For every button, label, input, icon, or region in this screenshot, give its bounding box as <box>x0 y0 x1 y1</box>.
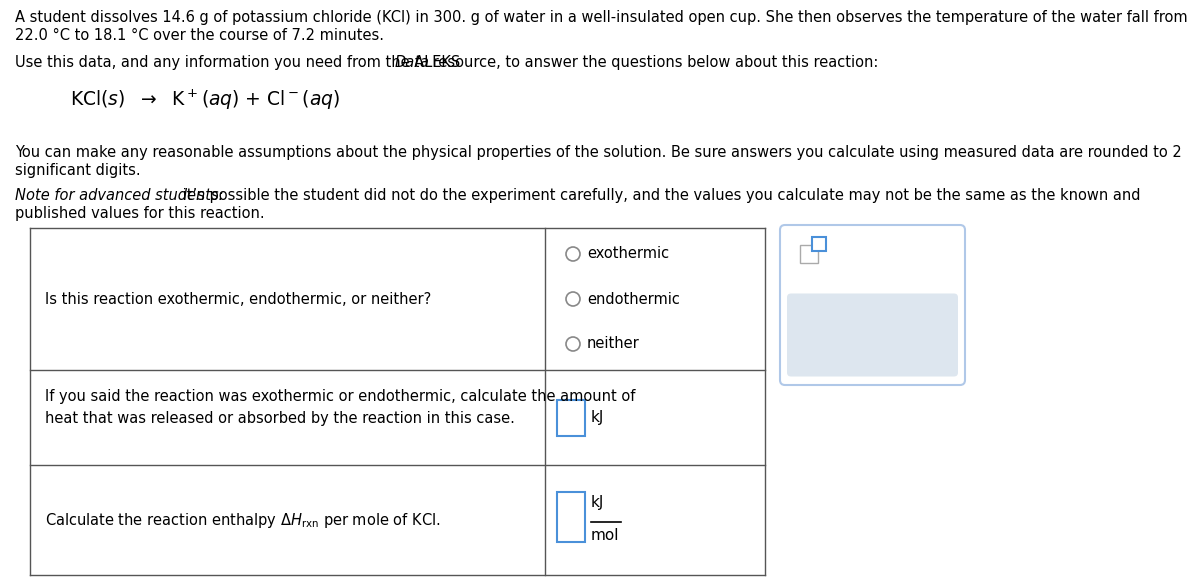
Text: x10: x10 <box>822 249 842 259</box>
Text: significant digits.: significant digits. <box>14 163 140 178</box>
Text: resource, to answer the questions below about this reaction:: resource, to answer the questions below … <box>428 55 878 70</box>
Text: it’s possible the student did not do the experiment carefully, and the values yo: it’s possible the student did not do the… <box>178 188 1140 203</box>
Text: You can make any reasonable assumptions about the physical properties of the sol: You can make any reasonable assumptions … <box>14 145 1182 160</box>
Text: Calculate the reaction enthalpy $\Delta H_\mathrm{rxn}$ per mole of KCl.: Calculate the reaction enthalpy $\Delta … <box>46 510 440 530</box>
Text: mol: mol <box>592 529 619 543</box>
Text: kJ: kJ <box>592 495 605 509</box>
FancyBboxPatch shape <box>557 400 586 435</box>
FancyBboxPatch shape <box>800 245 818 263</box>
FancyBboxPatch shape <box>812 237 826 251</box>
Text: KCl($s$)  $\rightarrow$  K$^+$($aq$) + Cl$^-$($aq$): KCl($s$) $\rightarrow$ K$^+$($aq$) + Cl$… <box>70 88 340 112</box>
Text: neither: neither <box>587 336 640 352</box>
Text: A student dissolves 14.6 g of potassium chloride (KCl) in 300. g of water in a w: A student dissolves 14.6 g of potassium … <box>14 10 1188 25</box>
Text: Data: Data <box>395 55 430 70</box>
Text: published values for this reaction.: published values for this reaction. <box>14 206 265 221</box>
Text: If you said the reaction was exothermic or endothermic, calculate the amount of
: If you said the reaction was exothermic … <box>46 389 635 426</box>
Text: Note for advanced students:: Note for advanced students: <box>14 188 223 203</box>
FancyBboxPatch shape <box>557 492 586 542</box>
Text: Use this data, and any information you need from the ALEKS: Use this data, and any information you n… <box>14 55 464 70</box>
Text: exothermic: exothermic <box>587 247 670 261</box>
FancyBboxPatch shape <box>787 294 958 376</box>
Text: 22.0 °C to 18.1 °C over the course of 7.2 minutes.: 22.0 °C to 18.1 °C over the course of 7.… <box>14 28 384 43</box>
Text: Is this reaction exothermic, endothermic, or neither?: Is this reaction exothermic, endothermic… <box>46 291 431 306</box>
Text: ↺: ↺ <box>893 325 912 345</box>
Text: endothermic: endothermic <box>587 291 680 306</box>
Text: kJ: kJ <box>592 410 605 425</box>
Text: ×: × <box>823 325 841 345</box>
FancyBboxPatch shape <box>780 225 965 385</box>
